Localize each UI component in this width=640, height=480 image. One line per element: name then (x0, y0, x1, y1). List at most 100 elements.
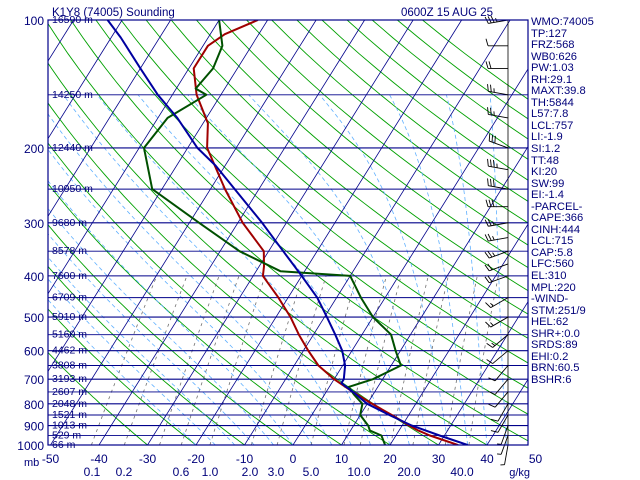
mixing-ratio-tick-label: 20.0 (397, 465, 421, 479)
barb-flag (484, 219, 489, 227)
temperature-tick-label: -50 (42, 452, 60, 466)
barb-flag (484, 251, 490, 259)
height-label: 1521 m (52, 409, 87, 421)
stat-line: EHI:0.2 (531, 350, 569, 363)
stat-line: RH:29.1 (531, 73, 573, 86)
barb-flag (484, 264, 490, 272)
barb-flag (490, 84, 492, 92)
pressure-tick-label: 800 (24, 398, 44, 412)
stat-line: EL:310 (531, 270, 567, 283)
dry-adiabat (48, 224, 294, 445)
barb-staff (492, 350, 509, 364)
wind-barb (488, 391, 509, 408)
barb-flag (487, 158, 489, 167)
stat-line: BRN:60.5 (531, 362, 580, 375)
wind-barb (485, 297, 509, 309)
height-label: 66 m (52, 439, 76, 451)
wind-barb (490, 403, 509, 422)
isotherm (147, 20, 414, 445)
moist-adiabat (319, 94, 449, 445)
wind-barb (486, 350, 509, 364)
height-label: 10950 m (52, 183, 93, 195)
wind-barb (488, 133, 509, 149)
sounding-indices-panel: WMO:74005 TP:127 FRZ:568 WB0:626 PW:1.03 RH:2… (531, 16, 639, 387)
isotherm (292, 68, 528, 445)
mixing-ratio-tick-label: 2.0 (242, 465, 259, 479)
pressure-tick-label: 400 (24, 270, 44, 284)
wind-barb (490, 414, 509, 433)
stat-line: BSHR:6 (531, 373, 572, 386)
dry-adiabat (48, 142, 391, 445)
barb-flag (488, 391, 496, 395)
barb-half-flag (492, 221, 495, 226)
isotherm (438, 301, 528, 445)
pressure-tick-label: 300 (24, 217, 44, 231)
stat-line: KI:20 (531, 166, 558, 179)
barb-staff (489, 275, 509, 284)
wind-barb (497, 425, 509, 445)
mixing-ratio-tick-label: 40.0 (450, 465, 474, 479)
barb-flag (490, 15, 495, 23)
stat-line: LCL:757 (531, 119, 574, 132)
barb-flag (491, 199, 495, 207)
mixing-ratio-tick-label: 0.1 (84, 465, 101, 479)
mixing-ratio-unit-label: g/kg (509, 467, 530, 479)
height-label: 7600 m (52, 270, 87, 282)
wind-barb (484, 218, 509, 227)
temperature-tick-label: 0 (290, 452, 297, 466)
barb-flag (487, 250, 493, 258)
isotherm (389, 223, 528, 445)
isotherm (50, 20, 317, 445)
barb-half-flag (492, 236, 495, 241)
stat-line: LFC:560 (531, 258, 574, 271)
barb-flag (487, 218, 492, 226)
barb-half-flag (490, 302, 494, 307)
temperature-tick-label: 20 (383, 452, 397, 466)
height-label: 16590 m (52, 14, 93, 26)
barb-staff (489, 140, 509, 149)
barb-staff (489, 250, 509, 259)
barb-staff (504, 444, 509, 465)
barb-flag (493, 159, 495, 168)
dry-adiabat (196, 20, 528, 292)
height-label: 8578 m (52, 245, 87, 257)
barb-flag (490, 178, 492, 187)
temperature-tick-label: 40 (480, 452, 494, 466)
wind-barb (487, 84, 509, 96)
wind-barb (488, 365, 509, 382)
mixing-ratio-line (91, 275, 158, 445)
mixing-ratio-tick-label: 1.0 (202, 465, 219, 479)
pressure-tick-label: 900 (24, 420, 44, 434)
wind-barb (484, 263, 509, 272)
dry-adiabat (246, 20, 528, 246)
stat-line: CAPE:366 (531, 212, 584, 225)
barb-staff (488, 185, 509, 190)
stat-line: -PARCEL- (531, 200, 583, 213)
plot-frame (47, 19, 529, 446)
barb-flag (490, 107, 492, 116)
height-label: 14250 m (52, 89, 93, 101)
mixing-ratio-line (123, 275, 188, 445)
height-label: 6709 m (52, 292, 87, 304)
stat-line: EI:-1.4 (531, 189, 564, 202)
stat-line: -WIND- (531, 293, 569, 306)
barb-flag (491, 134, 493, 143)
dry-adiabat (70, 20, 528, 415)
dewpoint-trace (143, 20, 402, 445)
stat-line: L57:7.8 (531, 108, 569, 121)
moist-adiabat (187, 94, 410, 445)
barb-flag (487, 275, 493, 282)
wind-barb (485, 316, 509, 328)
barb-half-flag (491, 342, 496, 346)
isotherm (244, 20, 511, 445)
isotherm (98, 20, 365, 445)
moist-adiabat (48, 233, 255, 445)
stat-line: WMO:74005 (531, 16, 594, 28)
barb-flag (485, 38, 489, 46)
pressure-tick-label: 1000 (17, 439, 44, 453)
temperature-tick-label: 50 (529, 452, 543, 466)
height-label: 9680 m (52, 217, 87, 229)
stat-line: SHR+:0.0 (531, 327, 580, 340)
barb-flag (488, 377, 496, 382)
temperature-tick-label: 10 (335, 452, 349, 466)
